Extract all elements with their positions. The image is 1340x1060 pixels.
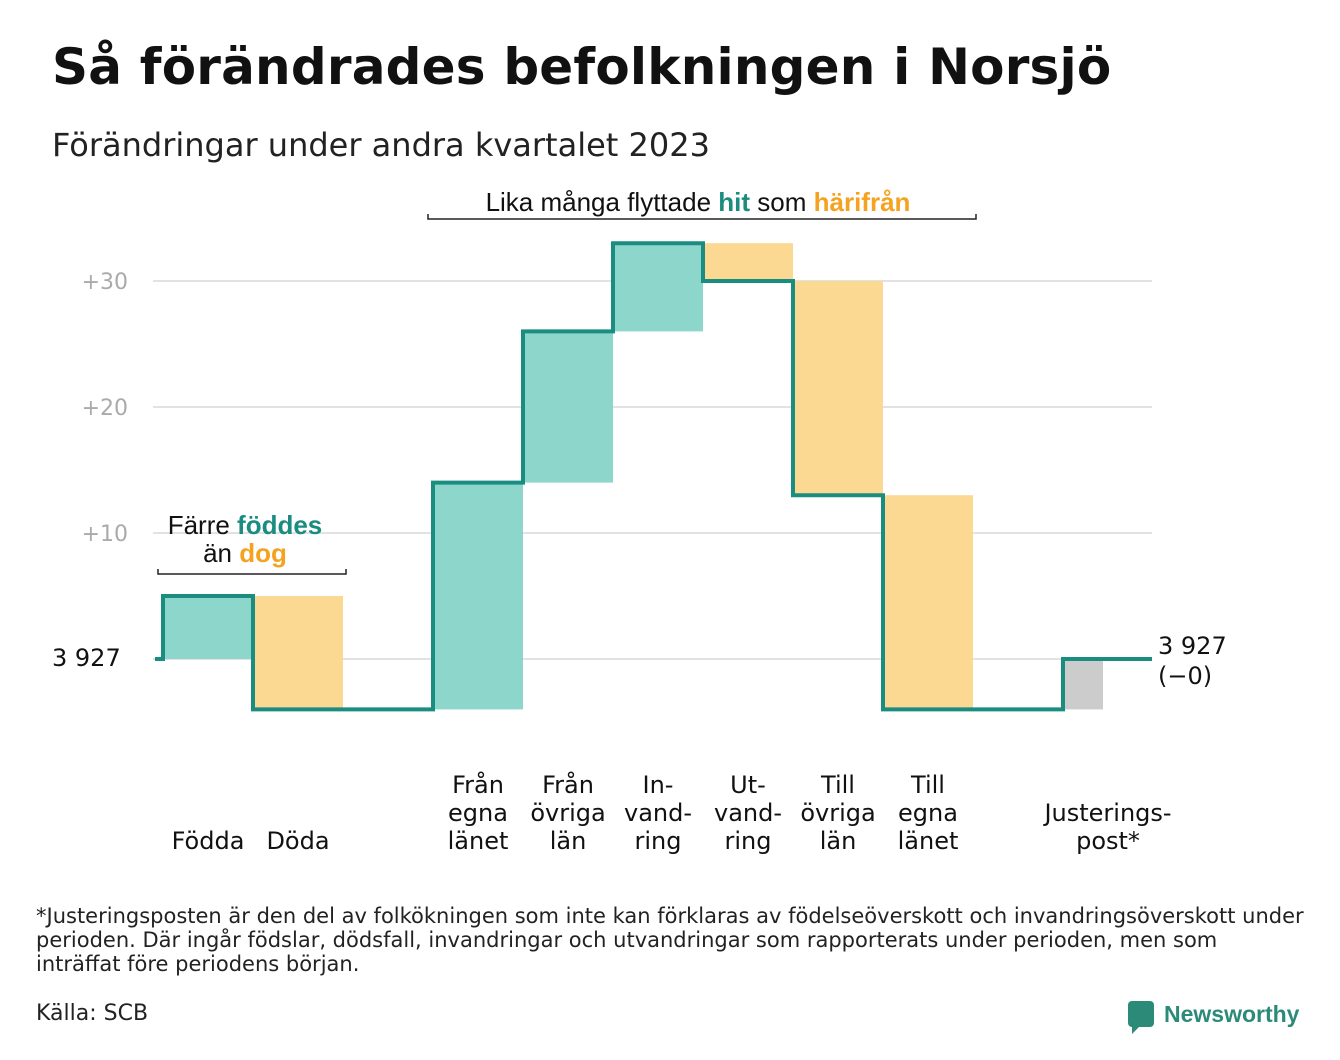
category-label: egna	[898, 799, 958, 827]
category-label: övriga	[530, 799, 605, 827]
annotation-births-bracket	[157, 569, 347, 575]
chart-subtitle: Förändringar under andra kvartalet 2023	[52, 126, 710, 164]
bar-inflow	[523, 331, 613, 483]
category-label: län	[820, 827, 857, 855]
bar-outflow	[253, 596, 343, 710]
category-label: Födda	[172, 827, 245, 855]
chart-title: Så förändrades befolkningen i Norsjö	[52, 38, 1112, 96]
bar-inflow	[163, 596, 253, 659]
category-label: länet	[448, 827, 509, 855]
category-label: vand-	[714, 799, 782, 827]
source-label: Källa: SCB	[36, 1001, 149, 1026]
category-label: Till	[820, 771, 855, 799]
category-label: egna	[448, 799, 508, 827]
category-label: post*	[1076, 827, 1140, 855]
annotation-births-line1: Färre föddes	[168, 510, 323, 540]
y-tick-label: +20	[82, 396, 128, 421]
bar-inflow	[613, 243, 703, 332]
footnote: *Justeringsposten är den del av folkökni…	[36, 904, 1304, 976]
logo-text: Newsworthy	[1164, 1000, 1300, 1027]
base-value-label: 3 927	[52, 644, 121, 672]
bar-adjust	[1063, 659, 1103, 710]
cumulative-line	[155, 241, 1152, 712]
annotation-migration: Lika många flyttade hit som härifrån	[486, 187, 911, 217]
category-label: övriga	[800, 799, 875, 827]
y-tick-label: +30	[82, 270, 128, 295]
category-label: länet	[898, 827, 959, 855]
waterfall-chart: +10+20+30 Födda DödaFrånegnalänetFrånövri…	[52, 187, 1227, 855]
category-label: ring	[635, 827, 682, 855]
bar-outflow	[793, 281, 883, 496]
newsworthy-logo-icon	[1128, 1001, 1154, 1034]
end-value-label: 3 927	[1158, 632, 1227, 660]
category-label: Till	[910, 771, 945, 799]
category-label: Från	[542, 770, 594, 799]
category-label: Ut-	[730, 771, 766, 799]
category-label: län	[550, 827, 587, 855]
category-label: vand-	[624, 799, 692, 827]
y-tick-label: +10	[82, 522, 128, 547]
bar-outflow	[883, 495, 973, 710]
annotation-migration-bracket	[427, 214, 977, 220]
newsworthy-logo: Newsworthy	[1128, 996, 1300, 1034]
bar-outflow	[703, 243, 793, 281]
end-change-label: (−0)	[1158, 662, 1212, 690]
bar-inflow	[433, 482, 523, 710]
category-label: Döda	[266, 827, 329, 855]
category-label: In-	[643, 771, 674, 799]
annotation-births-line2: än dog	[203, 538, 287, 568]
category-label: Från	[452, 770, 504, 799]
category-label: Justerings-	[1042, 799, 1171, 827]
category-label: ring	[725, 827, 772, 855]
